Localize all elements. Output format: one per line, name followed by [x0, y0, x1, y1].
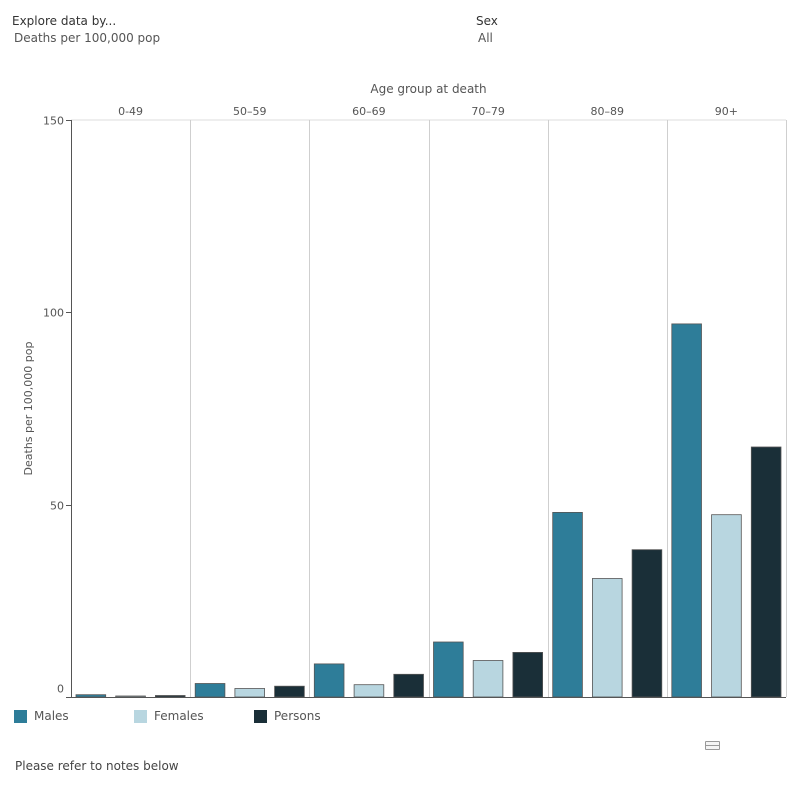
legend-swatch — [254, 709, 267, 723]
category-label: 0-49 — [118, 105, 143, 118]
legend-item-persons[interactable]: Persons — [254, 709, 321, 723]
bar-males — [75, 694, 107, 698]
bar-persons — [750, 446, 782, 698]
measure-filter-label: Explore data by... — [12, 14, 117, 28]
category-label: 80–89 — [591, 105, 625, 118]
bar-persons — [631, 549, 663, 698]
bar-persons — [274, 685, 305, 698]
legend-label: Persons — [274, 709, 321, 723]
legend-item-females[interactable]: Females — [134, 709, 204, 723]
legend-label: Females — [154, 709, 204, 723]
category-label: 90+ — [715, 105, 738, 118]
legend-swatch — [134, 709, 147, 723]
bar-persons — [154, 695, 186, 698]
bar-males — [671, 323, 702, 698]
bar-males — [194, 683, 226, 698]
legend-item-males[interactable]: Males — [14, 709, 69, 723]
legend-swatch — [14, 709, 27, 723]
view-options-icon[interactable] — [705, 741, 720, 750]
notes-reference-text: Please refer to notes below — [15, 759, 179, 773]
y-tick-label: 100 — [43, 307, 64, 320]
y-tick-label: 150 — [43, 115, 64, 128]
measure-filter[interactable]: Explore data by... Deaths per 100,000 po… — [12, 14, 160, 45]
y-tick-label: 0 — [57, 683, 64, 696]
sex-filter-value[interactable]: All — [478, 31, 493, 45]
bar-males — [433, 641, 464, 698]
bar-females — [592, 578, 623, 698]
bar-males — [552, 512, 583, 698]
y-axis-title: Deaths per 100,000 pop — [22, 342, 35, 476]
bar-females — [353, 684, 385, 698]
bar-females — [472, 660, 504, 698]
legend-label: Males — [34, 709, 69, 723]
bar-persons — [512, 652, 544, 698]
bar-females — [115, 695, 146, 698]
bar-persons — [393, 673, 424, 698]
bar-females — [234, 688, 265, 698]
bar-females — [711, 514, 742, 698]
sex-filter-label: Sex — [476, 14, 498, 28]
category-label: 70–79 — [471, 105, 505, 118]
measure-filter-value[interactable]: Deaths per 100,000 pop — [14, 31, 161, 45]
category-label: 60–69 — [352, 105, 386, 118]
sex-filter[interactable]: Sex All — [476, 14, 498, 45]
bar-males — [313, 663, 345, 698]
x-axis-title: Age group at death — [370, 82, 486, 96]
y-tick-label: 50 — [50, 500, 64, 513]
bar-chart: Age group at death 0-49 50–59 60–69 70–79 80–… — [22, 82, 787, 698]
category-label: 50–59 — [233, 105, 267, 118]
